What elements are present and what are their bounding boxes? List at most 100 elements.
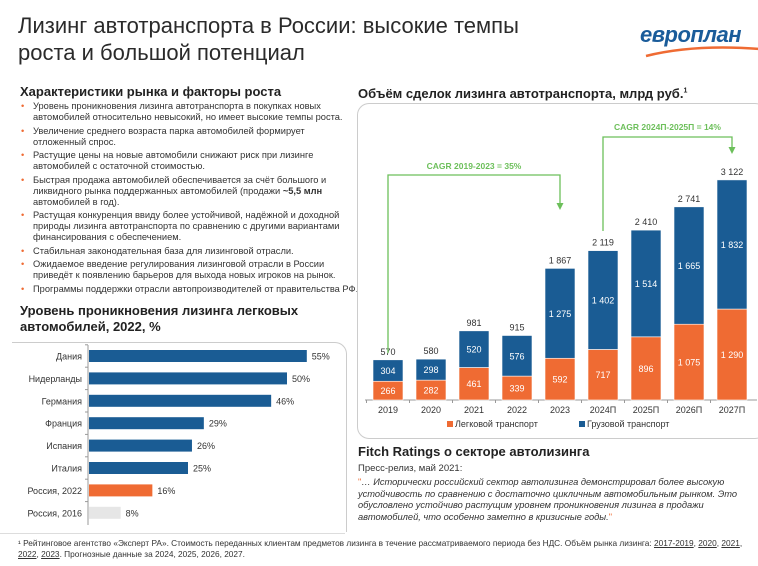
fitch-quote: "… Исторически российский сектор автолиз… [358, 477, 756, 523]
category-label: 2019 [378, 405, 398, 415]
footnote-link[interactable]: 2017-2019 [653, 538, 694, 548]
category-label: Испания [46, 441, 82, 451]
total-label: 1 867 [549, 255, 572, 265]
divider [0, 533, 345, 534]
category-label: 2026П [676, 405, 703, 415]
footnote-link[interactable]: 2021 [721, 538, 740, 548]
title-line: Лизинг автотранспорта в России: высокие … [18, 13, 519, 38]
title-text: Объём сделок лизинга автотранспорта, млр… [358, 86, 684, 101]
bar [89, 350, 307, 362]
legend-label: Грузовой транспорт [587, 419, 669, 429]
list-item: Быстрая продажа автомобилей обеспечивает… [20, 175, 360, 208]
footnote-text: ¹ Рейтинговое агентство «Эксперт РА». Ст… [18, 538, 654, 548]
list-item: Ожидаемое введение регулирования лизинго… [20, 259, 360, 281]
bar-segment [544, 357, 576, 401]
segment-label: 1 275 [549, 309, 572, 319]
bar [89, 372, 287, 385]
total-label: 2 741 [678, 194, 701, 204]
footnote-link[interactable]: 2020 [698, 538, 717, 548]
category-label: 2024П [590, 405, 617, 415]
category-label: 2023 [550, 405, 570, 415]
segment-label: 576 [509, 351, 524, 361]
fitch-title: Fitch Ratings о секторе автолизинга [358, 444, 590, 459]
category-label: Германия [42, 396, 82, 406]
category-label: 2020 [421, 405, 441, 415]
segment-label: 282 [423, 386, 438, 396]
legend-label: Легковой транспорт [455, 419, 538, 429]
penetration-chart-frame [12, 342, 347, 532]
bar-segment [716, 179, 748, 310]
data-label: 55% [312, 352, 330, 362]
volume-chart: 2019266304570202028229858020214615209812… [365, 122, 757, 429]
bar-segment [673, 206, 705, 325]
footnote-link[interactable]: 2023 [41, 549, 60, 559]
list-item: Растущие цены на новые автомобили снижаю… [20, 150, 360, 172]
data-label: 16% [157, 486, 175, 496]
bar [89, 506, 121, 519]
data-label: 26% [197, 441, 215, 451]
cagr-bracket [387, 174, 561, 353]
segment-label: 298 [423, 365, 438, 375]
list-item: Растущая конкуренция ввиду более устойчи… [20, 210, 360, 243]
list-item: Программы поддержки отрасли автопроизвод… [20, 284, 360, 295]
segment-label: 304 [380, 366, 395, 376]
bar [89, 417, 204, 430]
factors-list: Уровень проникновения лизинга автотрансп… [20, 101, 360, 297]
segment-label: 266 [380, 386, 395, 396]
footnote-text: . Прогнозные данные за 2024, 2025, 2026,… [59, 549, 245, 559]
cagr-label: CAGR 2019-2023 = 35% [427, 161, 522, 171]
bar-segment [587, 250, 619, 350]
bar [89, 484, 153, 497]
category-label: Нидерланды [29, 374, 82, 384]
category-label: 2025П [633, 405, 660, 415]
fitch-subtitle: Пресс-релиз, май 2021: [358, 463, 463, 474]
list-item: Уровень проникновения лизинга автотрансп… [20, 101, 360, 123]
total-label: 981 [466, 318, 481, 328]
category-label: Россия, 2016 [27, 508, 82, 518]
segment-label: 461 [466, 379, 481, 389]
close-quote: " [608, 511, 612, 522]
total-label: 580 [423, 346, 438, 356]
data-label: 29% [209, 419, 227, 429]
europlan-logo: европлан [640, 22, 758, 58]
segment-label: 1 665 [678, 261, 701, 271]
quote-text: … Исторически российский сектор автолизи… [358, 477, 738, 522]
bar [89, 394, 272, 407]
footnote-link[interactable]: 2022 [18, 549, 37, 559]
bar-segment [716, 308, 748, 401]
bar-segment [372, 359, 404, 382]
list-item: Стабильная законодательная база для лизи… [20, 246, 360, 257]
item-bold: ~5,5 млн [282, 185, 323, 196]
open-quote: " [358, 477, 362, 487]
list-item: Увеличение среднего возраста парка автом… [20, 126, 360, 148]
title-line: роста и большой потенциал [18, 40, 305, 65]
bar-segment [458, 367, 490, 401]
category-label: Россия, 2022 [27, 486, 82, 496]
legend-swatch [579, 421, 585, 427]
category-label: Италия [51, 464, 82, 474]
segment-label: 592 [552, 375, 567, 385]
volume-chart-frame [357, 103, 758, 439]
bar-segment [630, 229, 662, 338]
category-label: 2021 [464, 405, 484, 415]
item-text: автомобилей в год). [33, 196, 120, 207]
left-column: Характеристики рынка и факторы роста Уро… [20, 84, 360, 335]
cagr-bracket [602, 136, 733, 231]
item-text: Быстрая продажа автомобилей обеспечивает… [33, 174, 327, 196]
data-label: 8% [126, 508, 139, 518]
legend-swatch [447, 421, 453, 427]
segment-label: 1 514 [635, 279, 658, 289]
total-label: 2 410 [635, 217, 658, 227]
bar [89, 462, 188, 474]
data-label: 25% [193, 464, 211, 474]
cagr-label: CAGR 2024П-2025П = 14% [614, 122, 721, 132]
category-label: Дания [56, 352, 82, 362]
category-label: 2022 [507, 405, 527, 415]
footnote: ¹ Рейтинговое агентство «Эксперт РА». Ст… [18, 538, 743, 559]
segment-label: 717 [595, 370, 610, 380]
segment-label: 1 075 [678, 358, 701, 368]
arrow-down-icon [556, 203, 564, 210]
segment-label: 896 [638, 364, 653, 374]
logo-swoosh-icon [645, 46, 758, 58]
penetration-chart-title: Уровень проникновения лизинга легковых а… [20, 303, 299, 334]
